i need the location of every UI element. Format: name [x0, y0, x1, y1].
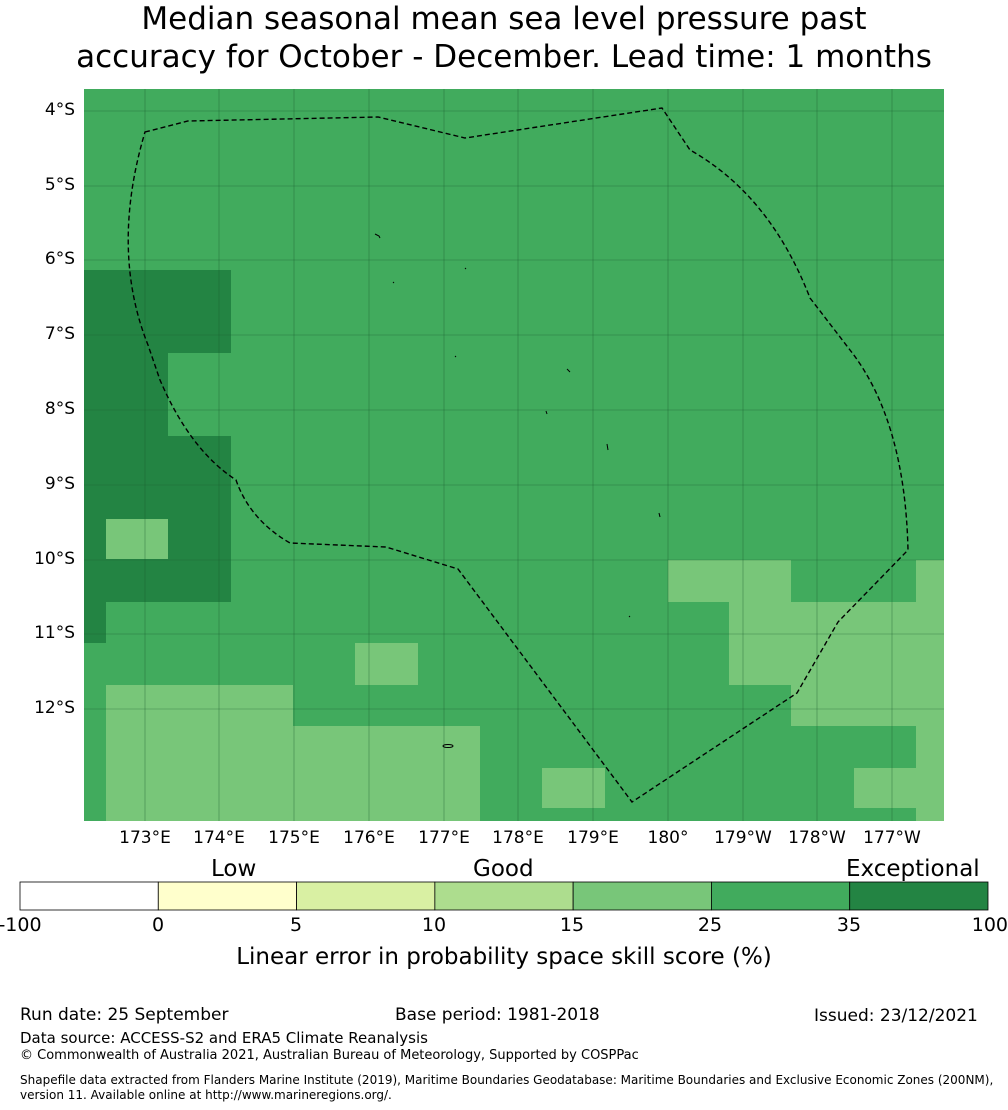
lon-label: 178°E: [492, 828, 544, 848]
lat-label: 12°S: [34, 698, 75, 718]
skill-map: [84, 89, 944, 821]
colorbar-segment: [849, 881, 989, 911]
lat-label: 9°S: [44, 474, 75, 494]
graticule: [84, 89, 944, 821]
colorbar-tick: 5: [289, 914, 303, 936]
colorbar-tick: 25: [697, 914, 723, 936]
lat-label: 5°S: [44, 175, 75, 195]
lon-label: 176°E: [343, 828, 395, 848]
shapefile-credit-1: Shapefile data extracted from Flanders M…: [20, 1073, 994, 1087]
lat-label: 7°S: [44, 324, 75, 344]
lon-label: 179°E: [567, 828, 619, 848]
colorbar-category-low: Low: [211, 856, 257, 882]
chart-title: Median seasonal mean sea level pressure …: [0, 0, 1008, 76]
colorbar-segment: [434, 881, 574, 911]
lat-label: 10°S: [34, 549, 75, 569]
lon-label: 173°E: [119, 828, 171, 848]
title-line-2: accuracy for October - December. Lead ti…: [76, 39, 932, 75]
lon-label: 178°W: [788, 828, 846, 848]
base-period: Base period: 1981-2018: [395, 1005, 600, 1025]
lon-label: 179°W: [714, 828, 772, 848]
lon-label: 177°W: [863, 828, 921, 848]
very-good-cells: [106, 519, 944, 821]
colorbar-tick: 10: [421, 914, 447, 936]
exceptional-cells: [84, 270, 231, 643]
colorbar-segment: [296, 881, 436, 911]
lat-label: 11°S: [34, 623, 75, 643]
lon-label: 177°E: [418, 828, 470, 848]
lon-label: 180°: [647, 828, 689, 848]
copyright: © Commonwealth of Australia 2021, Austra…: [20, 1048, 639, 1063]
colorbar-tick: 0: [151, 914, 165, 936]
lon-label: 174°E: [193, 828, 245, 848]
colorbar: [19, 881, 989, 911]
colorbar-segment: [19, 881, 159, 911]
lat-label: 4°S: [44, 100, 75, 120]
title-line-1: Median seasonal mean sea level pressure …: [141, 1, 867, 37]
run-date: Run date: 25 September: [20, 1005, 229, 1025]
colorbar-segment: [711, 881, 851, 911]
colorbar-segment: [157, 881, 297, 911]
colorbar-label: Linear error in probability space skill …: [236, 944, 772, 970]
lon-label: 175°E: [268, 828, 320, 848]
colorbar-tick: 35: [836, 914, 862, 936]
colorbar-tick: -100: [0, 914, 42, 936]
colorbar-tick: 15: [559, 914, 585, 936]
colorbar-tick: 100: [971, 914, 1008, 936]
shapefile-credit-2: version 11. Available online at http://w…: [20, 1088, 392, 1102]
colorbar-category-good: Good: [473, 856, 534, 882]
issued-date: Issued: 23/12/2021: [814, 1006, 978, 1026]
data-source: Data source: ACCESS-S2 and ERA5 Climate …: [20, 1029, 428, 1047]
colorbar-category-exceptional: Exceptional: [846, 856, 980, 882]
islands: [374, 233, 661, 748]
colorbar-segment: [572, 881, 712, 911]
lat-label: 6°S: [44, 249, 75, 269]
map-area: 4°S 5°S 6°S 7°S 8°S 9°S 10°S 11°S 12°S 1…: [34, 89, 944, 848]
lat-label: 8°S: [44, 399, 75, 419]
